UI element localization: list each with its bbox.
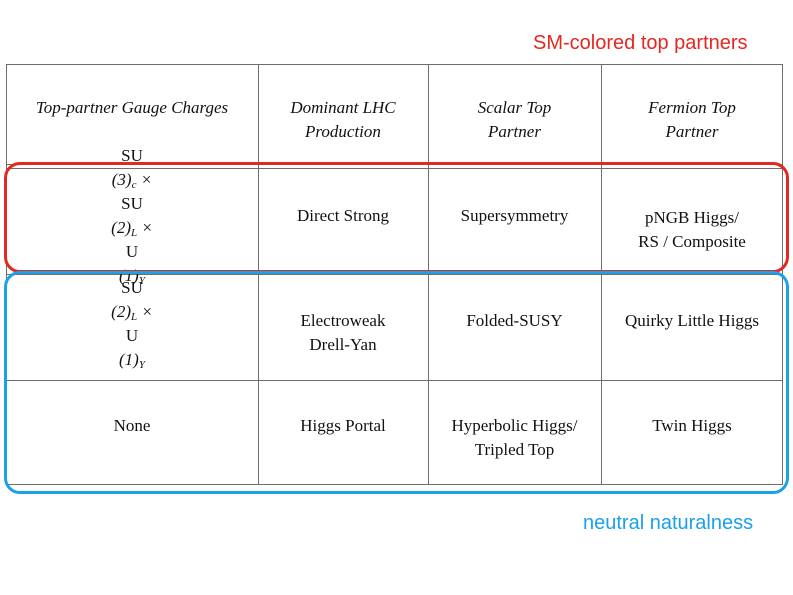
sm-colored-highlight-box: [4, 162, 789, 273]
gauge-formula-electroweak: SU (2)L × U (1)Y: [111, 278, 153, 371]
row2-scalar-partner: Folded-SUSY: [466, 311, 563, 330]
row2-gauge-charges: SU (2)L × U (1)Y: [6, 278, 258, 371]
table-border-bottom: [6, 484, 783, 485]
row1-gauge-charges: SU (3)c × SU (2)L × U (1)Y: [6, 146, 258, 287]
row1-production: Direct Strong: [296, 206, 390, 225]
row1-scalar-partner: Supersymmetry: [460, 206, 569, 225]
header-fermion-partner: Fermion Top Partner: [648, 98, 736, 141]
row2-production: Electroweak Drell-Yan: [300, 311, 386, 354]
row3-production: Higgs Portal: [300, 416, 386, 435]
row-divider: [6, 274, 783, 275]
row3-fermion-partner: Twin Higgs: [652, 416, 732, 435]
row-divider: [6, 168, 783, 169]
header-scalar-partner: Scalar Top Partner: [477, 98, 552, 141]
header-lhc-production: Dominant LHC Production: [290, 98, 396, 141]
row1-fermion-partner: pNGB Higgs/ RS / Composite: [638, 208, 746, 251]
sm-colored-label: SM-colored top partners: [533, 32, 748, 54]
row2-fermion-partner: Quirky Little Higgs: [624, 311, 760, 330]
row3-scalar-partner: Hyperbolic Higgs/ Tripled Top: [451, 416, 578, 459]
row-divider: [6, 380, 783, 381]
neutral-naturalness-highlight-box: [4, 271, 789, 494]
neutral-naturalness-label: neutral naturalness: [583, 512, 754, 534]
row3-gauge-charges: None: [113, 416, 151, 435]
header-gauge-charges: Top-partner Gauge Charges: [35, 98, 229, 117]
gauge-formula-full: SU (3)c × SU (2)L × U (1)Y: [111, 146, 153, 287]
table-border-top: [6, 64, 783, 65]
